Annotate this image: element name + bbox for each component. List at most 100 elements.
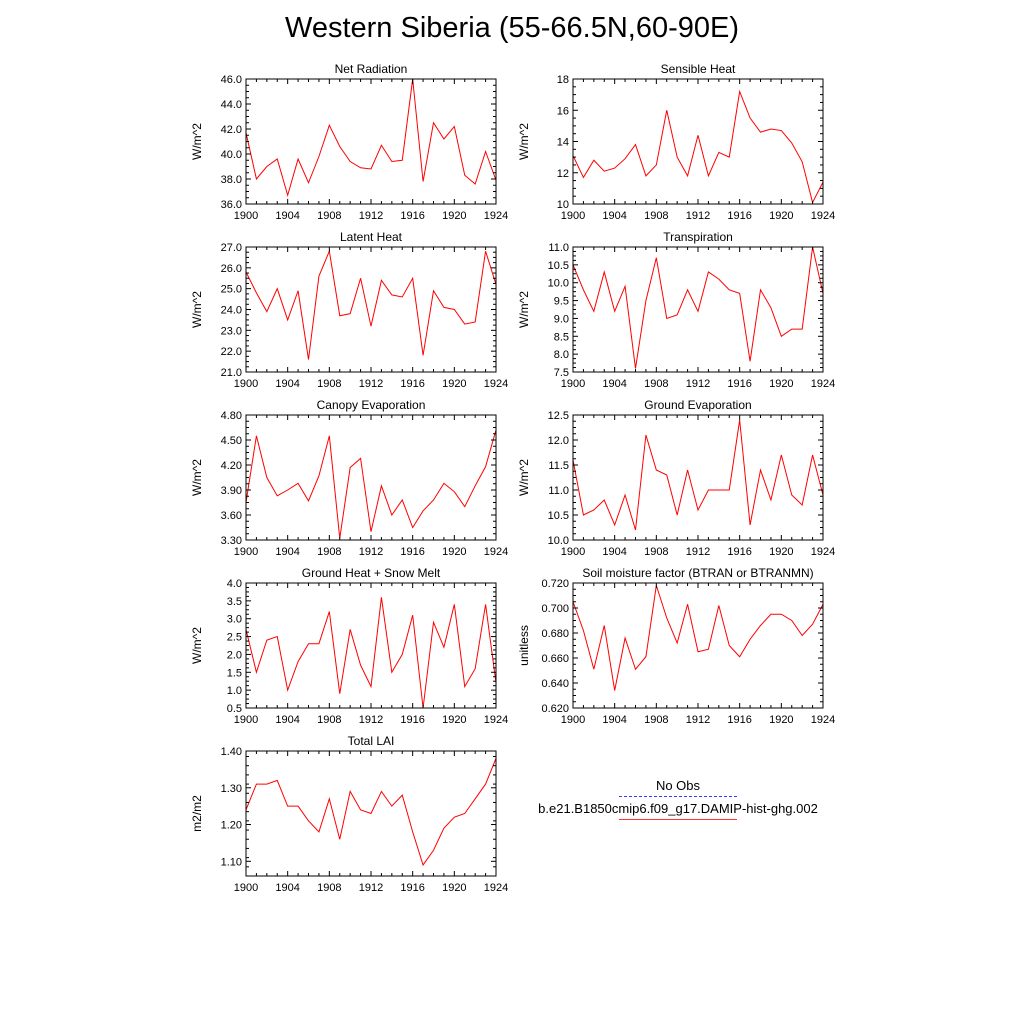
y-tick-label: 10 [557,199,569,211]
y-tick-label: 2.5 [227,632,242,644]
x-tick-label: 1912 [359,882,383,894]
y-tick-label: 4.0 [227,578,242,590]
y-tick-label: 3.5 [227,596,242,608]
y-tick-label: 4.50 [221,435,242,447]
x-tick-label: 1916 [727,546,751,558]
y-tick-label: 0.700 [541,603,569,615]
y-tick-label: 1.10 [221,856,242,868]
x-tick-label: 1924 [811,378,835,390]
x-tick-label: 1904 [602,546,626,558]
x-tick-label: 1916 [400,546,424,558]
x-tick-label: 1900 [234,546,258,558]
y-axis-label: W/m^2 [190,459,204,496]
y-tick-label: 16 [557,105,569,117]
x-tick-label: 1916 [400,882,424,894]
y-tick-label: 10.5 [548,510,569,522]
x-tick-label: 1920 [769,546,793,558]
x-tick-label: 1900 [234,714,258,726]
x-tick-label: 1904 [275,546,299,558]
plot-frame [245,246,497,373]
x-tick-label: 1916 [727,210,751,222]
plot-frame [245,582,497,709]
x-tick-label: 1904 [275,714,299,726]
x-tick-label: 1920 [769,210,793,222]
y-tick-label: 10.5 [548,260,569,272]
x-tick-label: 1904 [275,882,299,894]
y-axis-label: W/m^2 [517,123,531,160]
chart-panel-0: 1900 1904 1908 1912 1916 1920 1924 36.0 38.0 40.0… [190,62,508,222]
x-tick-label: 1912 [359,714,383,726]
y-tick-label: 0.620 [541,703,569,715]
y-tick-label: 3.90 [221,485,242,497]
series-line [572,585,824,691]
y-tick-label: 11.0 [548,485,569,497]
x-tick-label: 1920 [442,546,466,558]
chart-panel-8: 1900 1904 1908 1912 1916 1920 1924 1.10 1.20 1.30… [190,734,508,894]
x-tick-label: 1908 [644,714,668,726]
page-title: Western Siberia (55-66.5N,60-90E) [284,12,740,44]
y-tick-label: 1.0 [227,685,242,697]
x-tick-label: 1904 [602,714,626,726]
y-tick-label: 26.0 [221,263,242,275]
legend-entry-model: b.e21.B1850cmip6.f09_g17.DAMIP-hist-ghg.… [520,801,836,820]
x-tick-label: 1916 [727,378,751,390]
y-tick-label: 42.0 [221,124,242,136]
y-tick-label: 1.30 [221,783,242,795]
x-tick-label: 1924 [484,546,508,558]
x-tick-label: 1900 [234,882,258,894]
x-tick-label: 1908 [644,210,668,222]
y-tick-label: 25.0 [221,284,242,296]
x-tick-label: 1904 [602,210,626,222]
panel-title: Transpiration [663,230,733,244]
series-line [245,758,497,867]
y-tick-label: 40.0 [221,149,242,161]
legend-entry-obs: No Obs [520,778,836,797]
y-tick-label: 44.0 [221,99,242,111]
y-axis-label: W/m^2 [190,123,204,160]
y-tick-label: 11.0 [548,242,569,254]
y-tick-label: 14 [557,137,569,149]
y-tick-label: 4.80 [221,410,242,422]
x-tick-label: 1916 [400,714,424,726]
x-tick-label: 1916 [400,210,424,222]
x-tick-label: 1900 [561,378,585,390]
x-tick-label: 1900 [561,714,585,726]
y-tick-label: 22.0 [221,346,242,358]
panel-title: Latent Heat [340,230,403,244]
x-tick-label: 1900 [234,378,258,390]
plot-frame [572,414,824,541]
y-tick-label: 0.680 [541,628,569,640]
y-axis-label: W/m^2 [190,291,204,328]
x-tick-label: 1916 [727,714,751,726]
chart-panel-4: 1900 1904 1908 1912 1916 1920 1924 3.30 3.60 3.90… [190,398,508,558]
x-tick-label: 1920 [442,378,466,390]
x-tick-label: 1912 [359,546,383,558]
y-tick-label: 11.5 [548,460,569,472]
y-tick-label: 0.640 [541,678,569,690]
x-tick-label: 1924 [484,210,508,222]
panel-title: Ground Heat + Snow Melt [302,566,441,580]
x-tick-label: 1908 [317,378,341,390]
y-axis-label: m2/m2 [190,795,204,832]
x-tick-label: 1900 [561,210,585,222]
chart-panel-1: 1900 1904 1908 1912 1916 1920 1924 10 12 14 16 18 Se… [517,62,835,222]
x-tick-label: 1908 [644,546,668,558]
y-tick-label: 0.660 [541,653,569,665]
panel-title: Net Radiation [335,62,408,76]
x-tick-label: 1904 [275,210,299,222]
y-tick-label: 10.0 [548,535,569,547]
x-tick-label: 1920 [442,882,466,894]
x-tick-label: 1920 [769,714,793,726]
y-tick-label: 12 [557,168,569,180]
x-tick-label: 1908 [317,714,341,726]
x-tick-label: 1908 [317,546,341,558]
y-tick-label: 8.0 [554,349,569,361]
x-tick-label: 1912 [686,378,710,390]
chart-panel-5: 1900 1904 1908 1912 1916 1920 1924 10.0 10.5 11.0… [517,398,835,558]
y-tick-label: 12.0 [548,435,569,447]
y-tick-label: 46.0 [221,74,242,86]
panel-title: Ground Evaporation [644,398,751,412]
y-tick-label: 3.60 [221,510,242,522]
x-tick-label: 1912 [686,546,710,558]
